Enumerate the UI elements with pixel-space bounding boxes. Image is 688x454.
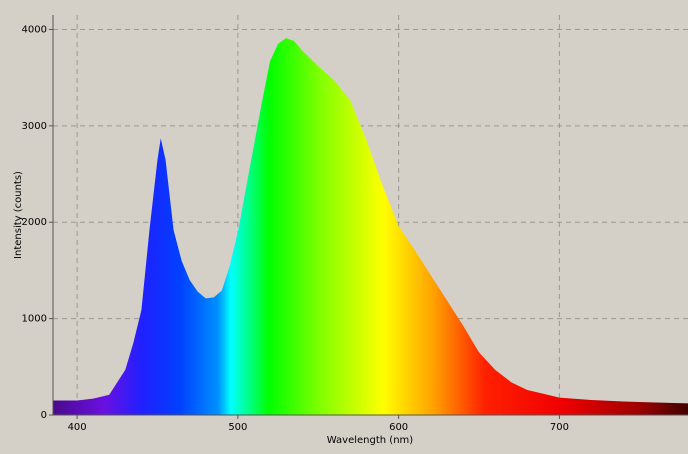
x-tick-label: 700 — [550, 422, 569, 433]
x-tick-label: 400 — [68, 422, 87, 433]
x-axis-label: Wavelength (nm) — [327, 435, 413, 446]
y-tick-label: 2000 — [22, 217, 47, 228]
x-tick-label: 500 — [228, 422, 247, 433]
y-tick-label: 1000 — [22, 314, 47, 325]
spectrum-area — [53, 38, 688, 415]
y-tick-label: 3000 — [22, 121, 47, 132]
y-axis-label: Intensity (counts) — [13, 171, 24, 259]
y-tick-label: 0 — [41, 410, 47, 421]
y-tick-label: 4000 — [22, 24, 47, 35]
x-tick-label: 600 — [389, 422, 408, 433]
